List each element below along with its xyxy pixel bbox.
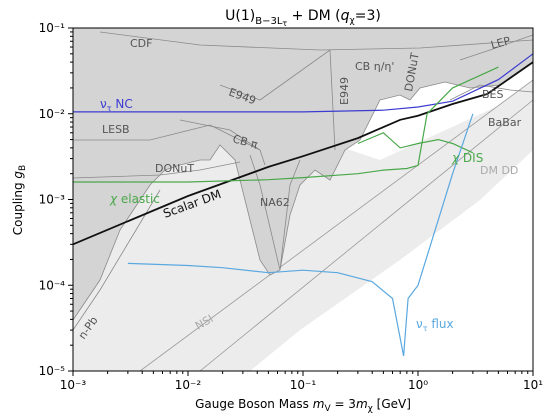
label-cb-eta: CB η/η': [355, 60, 394, 73]
y-axis-label: Coupling gB: [11, 165, 28, 235]
boundary-cb-pi: [179, 119, 266, 166]
label-nu-nc: ντ NC: [100, 97, 133, 113]
y-tick-label: 10⁻²: [39, 107, 66, 121]
boundary-lep: [459, 34, 533, 61]
x-tick-label: 10⁻²: [175, 378, 202, 392]
label-bes: BES: [482, 88, 503, 101]
label-nu-flux: ντ flux: [416, 317, 454, 333]
x-axis-label: Gauge Boson Mass mV = 3mχ [GeV]: [195, 397, 411, 414]
boundary-lesb: [73, 124, 261, 151]
series-line-3: [357, 132, 474, 154]
label-lesb: LESB: [102, 123, 130, 136]
y-tick-label: 10⁻¹: [39, 21, 66, 35]
boundary-na62: [249, 154, 301, 271]
label-lep: LEP: [489, 34, 512, 52]
label-cb-pi: CB π: [231, 132, 259, 151]
boundary-e949: [219, 49, 336, 151]
x-tick-label: 10⁻¹: [290, 378, 317, 392]
label-donut: DONuT: [155, 162, 194, 175]
series-layer: [73, 53, 533, 357]
x-tick-label: 10⁻³: [60, 378, 87, 392]
boundary-cdf: [99, 31, 533, 51]
region-labels: CDF E949 LESB CB π DONuT NA62 CB η/η' DO…: [76, 34, 522, 342]
x-tick-label: 10¹: [523, 378, 543, 392]
label-dm-dd: DM DD: [480, 164, 518, 177]
x-tick-label: 10⁰: [408, 378, 428, 392]
plot-area: [73, 28, 533, 371]
region-nsi: [139, 79, 533, 371]
region-excluded-main: [73, 28, 533, 321]
series-line-4: [127, 113, 474, 357]
y-tick-label: 10⁻⁵: [39, 364, 66, 378]
boundary-donut: [73, 161, 241, 179]
axis-ticks: 10⁻³ 10⁻² 10⁻¹ 10⁰ 10¹ 10⁻⁵ 10⁻⁴ 10⁻³ 10⁻² 10⁻¹: [39, 21, 544, 392]
label-e949-vert: E949: [338, 77, 351, 105]
label-na62: NA62: [260, 196, 290, 209]
y-tick-label: 10⁻³: [39, 193, 66, 207]
label-babar: BaBar: [488, 116, 522, 129]
label-cdf: CDF: [130, 37, 152, 50]
series-line-1: [73, 53, 533, 113]
label-chi-elastic: χ elastic: [109, 192, 160, 206]
chart-title: U(1)B−3Lτ + DM (qχ=3): [225, 8, 381, 28]
series-line-2: [73, 66, 499, 183]
y-tick-label: 10⁻⁴: [39, 278, 66, 292]
label-chi-dis: χ DIS: [451, 151, 483, 165]
